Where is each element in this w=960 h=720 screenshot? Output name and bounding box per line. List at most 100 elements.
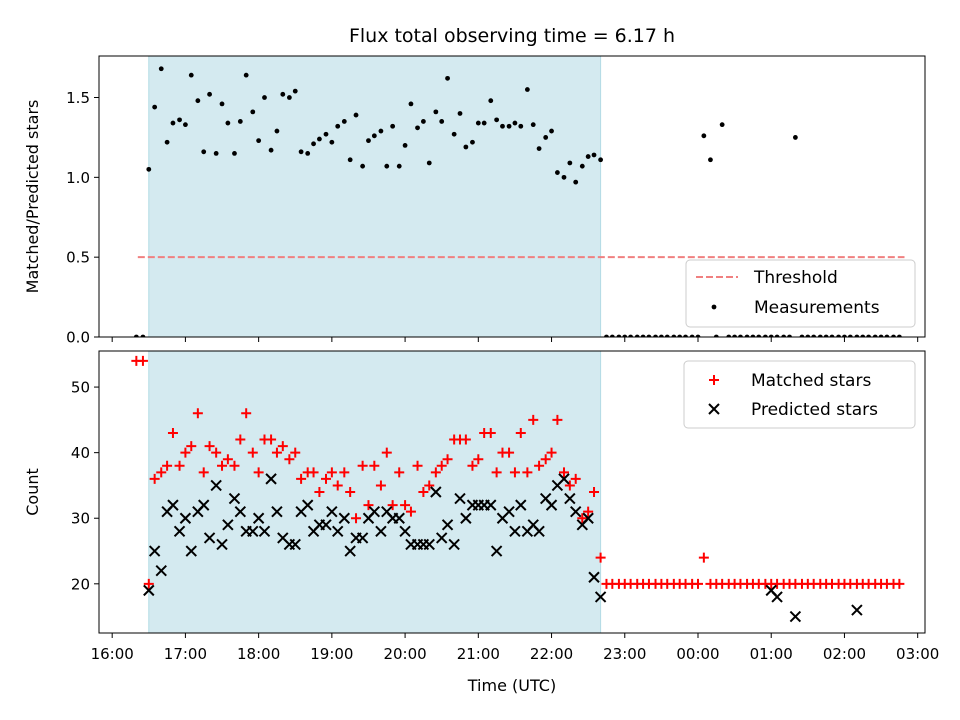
predicted-star-point (430, 486, 442, 498)
matched-star-point (552, 414, 563, 425)
predicted-star-point (564, 492, 576, 505)
matched-star-point (698, 552, 709, 563)
predicted-star-point (332, 525, 344, 538)
measurement-point (195, 98, 201, 104)
y-axis-label: Count (23, 468, 42, 516)
predicted-star-point (545, 499, 558, 511)
matched-star-point (162, 460, 173, 471)
matched-star-point (156, 467, 167, 478)
measurement-point (860, 334, 866, 337)
measurement-point (488, 98, 494, 104)
x-tick-label: 16:00 (91, 645, 134, 663)
measurement-point (512, 120, 518, 126)
matched-star-point (692, 578, 703, 589)
predicted-star-point (258, 525, 271, 538)
predicted-star-point (533, 525, 545, 538)
predicted-star-point (228, 492, 241, 505)
matched-star-point (589, 487, 600, 497)
matched-star-point (229, 460, 240, 471)
measurement-point (475, 120, 481, 126)
measurement-point (787, 334, 792, 337)
measurement-point (420, 119, 426, 124)
measurement-point (598, 157, 604, 163)
measurement-point (616, 334, 622, 337)
matched-star-point (222, 454, 233, 465)
matched-star-point (381, 447, 392, 458)
measurement-point (847, 334, 853, 337)
measurement-point (622, 334, 628, 337)
matched-star-point (204, 441, 215, 452)
legend-measurement-swatch (711, 304, 717, 310)
measurement-point (768, 334, 774, 337)
predicted-star-point (485, 499, 497, 511)
measurement-point (543, 135, 549, 140)
measurement-point (317, 136, 322, 142)
measurement-point (683, 334, 688, 337)
predicted-star-point (252, 512, 265, 524)
predicted-star-point (441, 519, 454, 531)
measurement-point (896, 334, 902, 337)
matched-star-point (515, 427, 526, 438)
measurement-point (329, 139, 335, 145)
matched-star-point (405, 506, 416, 517)
measurement-point (232, 150, 237, 156)
legend-frame (685, 259, 916, 328)
predicted-star-point (179, 512, 192, 524)
measurement-point (250, 109, 256, 115)
matched-star-point (284, 454, 295, 465)
measurement-point (866, 334, 872, 337)
measurement-point (360, 163, 366, 169)
measurement-point (811, 334, 817, 337)
measurement-point (256, 138, 262, 144)
measurement-point (177, 117, 182, 123)
y-tick-label: 1.5 (66, 89, 90, 107)
matched-star-point (430, 467, 441, 478)
measurement-point (371, 133, 377, 139)
predicted-star-point (271, 505, 283, 518)
measurement-point (701, 133, 707, 139)
measurement-point (463, 144, 469, 150)
predicted-star-point (851, 604, 863, 616)
legend: Matched stars Predicted stars (683, 360, 916, 429)
measurement-point (152, 104, 158, 110)
predicted-star-point (301, 499, 314, 511)
measurement-point (591, 152, 597, 158)
matched-star-point (143, 578, 154, 589)
legend-matched-label: Matched stars (751, 371, 871, 391)
measurement-point (402, 143, 408, 148)
predicted-star-point (454, 492, 466, 505)
measurement-point (555, 170, 560, 175)
measurement-point (470, 139, 475, 145)
predicted-star-point (515, 499, 527, 511)
legend-matched-swatch (709, 375, 719, 385)
measurement-point (604, 334, 609, 337)
matched-star-point (321, 473, 332, 484)
measurement-point (207, 91, 212, 97)
measurement-point (799, 334, 805, 337)
axes-frame (98, 55, 926, 338)
legend-threshold-label: Threshold (753, 268, 838, 288)
legend-predicted-swatch (708, 403, 720, 415)
matched-star-point (442, 454, 453, 465)
measurement-point (396, 163, 402, 169)
matched-star-point (339, 467, 350, 478)
y-axis-label: Matched/Predicted stars (23, 100, 42, 294)
legend: Threshold Measurements (685, 259, 916, 328)
predicted-star-point (375, 525, 387, 538)
predicted-star-point (588, 571, 600, 583)
measurement-point (836, 334, 841, 337)
measurement-point (225, 120, 231, 126)
measurement-point (530, 122, 536, 128)
measurement-point (280, 91, 286, 97)
measurement-point (140, 334, 146, 337)
predicted-star-point (789, 610, 802, 623)
matched-star-point (326, 467, 337, 478)
measurement-point (445, 75, 450, 81)
legend-measurement-label: Measurements (754, 298, 880, 318)
measurement-point (433, 109, 439, 115)
matched-star-point (211, 447, 222, 458)
predicted-star-point (289, 538, 301, 551)
measurement-point (664, 334, 670, 337)
x-tick-label: 01:00 (750, 645, 793, 663)
chart-title: Flux total observing time = 6.17 h (349, 25, 675, 47)
